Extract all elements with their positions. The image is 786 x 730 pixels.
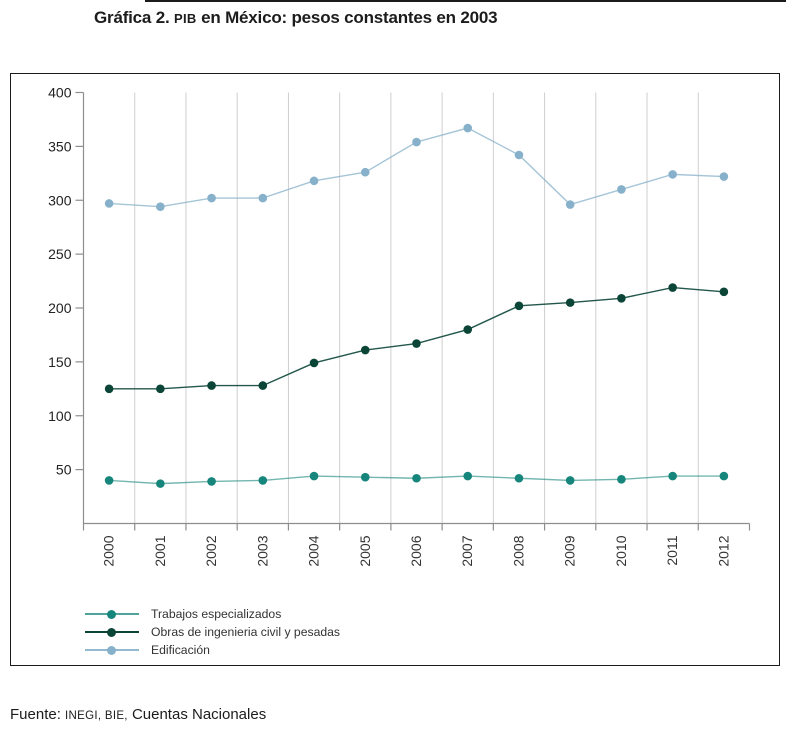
x-axis-label: 2006	[408, 535, 424, 566]
data-point	[156, 202, 165, 212]
chart-title-acronym: PIB	[174, 11, 197, 26]
data-point	[207, 381, 216, 390]
data-point	[207, 477, 216, 486]
x-axis-label: 2011	[664, 535, 680, 565]
legend-label: Obras de ingenieria civil y pesadas	[151, 625, 341, 639]
data-point	[617, 294, 626, 303]
x-axis-label: 2009	[562, 535, 578, 566]
data-point	[514, 473, 524, 483]
series-line-1	[109, 286, 724, 390]
data-point	[719, 172, 729, 181]
data-point	[668, 471, 677, 481]
x-axis-label: 2002	[203, 535, 219, 566]
x-axis-label: 2010	[613, 535, 629, 566]
source-line: Fuente: INEGI, BIE, Cuentas Nacionales	[10, 706, 266, 723]
data-point	[463, 471, 473, 481]
x-axis-label: 2004	[306, 535, 322, 566]
data-point	[258, 381, 268, 390]
x-axis-label: 2008	[510, 535, 526, 566]
chart-title: Gráfica 2. PIB en México: pesos constant…	[94, 8, 498, 28]
data-point	[104, 199, 114, 208]
y-axis-label: 250	[48, 246, 72, 262]
data-point	[719, 471, 729, 481]
chart-title-prefix: Gráfica 2.	[94, 8, 175, 27]
x-axis-label: 2000	[101, 535, 117, 566]
data-point	[412, 473, 421, 483]
y-axis-label: 300	[48, 192, 72, 208]
legend-label: Edificación	[151, 643, 210, 657]
legend-item-edificacion: Edificación	[85, 641, 340, 659]
x-axis-label: 2005	[357, 535, 373, 566]
data-point	[104, 476, 114, 485]
data-point	[309, 358, 319, 368]
data-point	[719, 287, 729, 297]
data-point	[668, 283, 677, 292]
legend-dot-icon	[107, 627, 116, 637]
legend-marker	[85, 645, 139, 655]
y-axis-label: 100	[48, 408, 72, 424]
data-point	[309, 176, 319, 186]
data-point	[463, 123, 473, 133]
y-axis-label: 150	[48, 354, 72, 370]
legend-marker	[85, 609, 139, 619]
data-point	[258, 193, 268, 203]
chart-frame: 50 100 150 200 250 300 350 400 2000 2001 2002 2003 2…	[10, 73, 780, 666]
legend-marker	[85, 627, 139, 637]
data-point	[463, 325, 473, 334]
legend-dot-icon	[107, 609, 116, 619]
data-point	[412, 339, 421, 348]
data-point	[668, 170, 677, 179]
data-point	[104, 384, 114, 394]
data-point	[565, 200, 575, 209]
data-point	[258, 476, 268, 485]
y-axis-label: 50	[56, 462, 72, 478]
legend-item-obras-ingenieria: Obras de ingenieria civil y pesadas	[85, 623, 340, 641]
y-axis-label: 200	[48, 300, 72, 316]
data-point	[360, 472, 370, 482]
data-point	[617, 475, 626, 484]
x-axis-label: 2001	[152, 535, 168, 566]
data-point	[156, 479, 165, 488]
chart-svg: 50 100 150 200 250 300 350 400 2000 2001 2002 2003 2…	[48, 85, 751, 567]
x-axis-label: 2007	[459, 535, 475, 566]
data-point	[412, 137, 421, 147]
source-prefix: Fuente:	[10, 706, 66, 723]
y-axis-label: 350	[48, 138, 72, 154]
source-suffix: Cuentas Nacionales	[127, 706, 267, 723]
source-acronym: INEGI, BIE,	[65, 710, 128, 722]
data-point	[514, 150, 524, 160]
legend-item-trabajos-especializados: Trabajos especializados	[85, 605, 340, 623]
data-point	[360, 167, 370, 177]
chart-title-suffix: en México: pesos constantes en 2003	[196, 8, 498, 27]
legend-label: Trabajos especializados	[151, 607, 282, 621]
data-point	[309, 471, 319, 481]
data-point	[617, 185, 626, 194]
legend-dot-icon	[107, 645, 116, 655]
data-point	[360, 345, 370, 355]
x-axis-label: 2003	[254, 535, 270, 566]
chart-legend: Trabajos especializados Obras de ingenie…	[85, 605, 340, 659]
data-point	[514, 301, 524, 311]
data-point	[565, 298, 575, 307]
top-crop-line	[145, 0, 786, 2]
data-point	[156, 384, 165, 394]
x-axis-label: 2012	[715, 535, 731, 566]
data-point	[207, 193, 216, 203]
y-axis-label: 400	[48, 85, 72, 101]
data-point	[565, 476, 575, 485]
